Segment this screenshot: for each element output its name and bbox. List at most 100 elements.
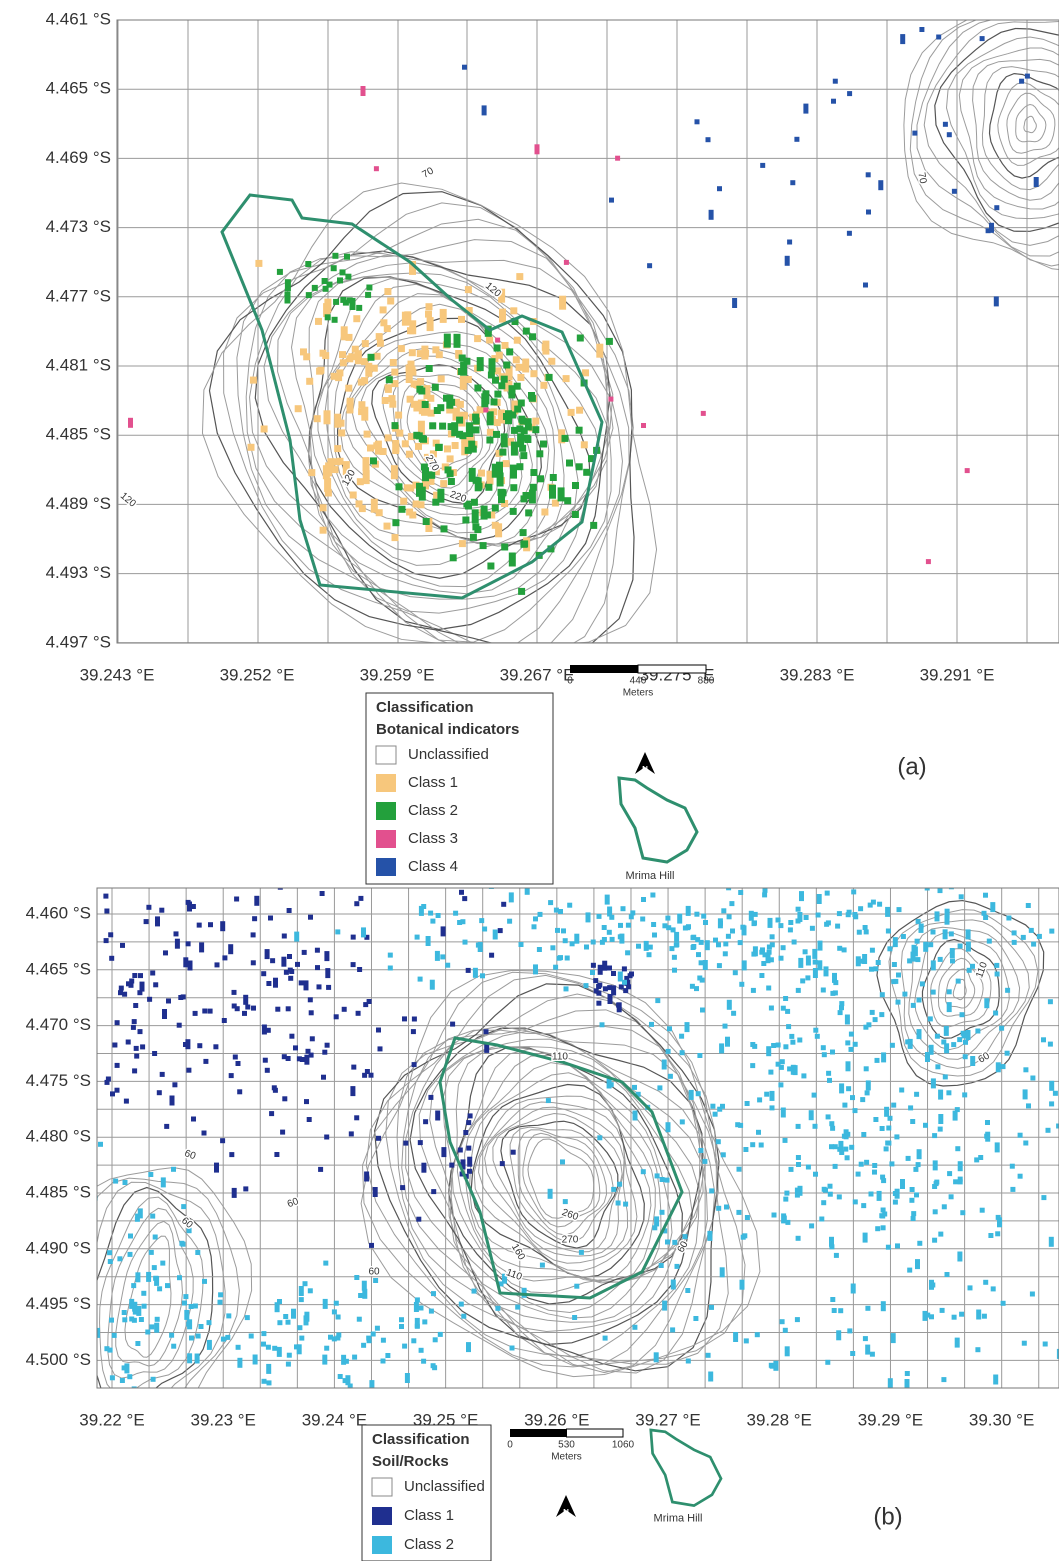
classified-pixel xyxy=(449,1163,454,1168)
classified-pixel xyxy=(662,923,667,928)
classified-pixel xyxy=(983,1280,988,1285)
classified-pixel xyxy=(877,902,882,907)
classified-pixel xyxy=(813,795,818,805)
classified-pixel xyxy=(338,1374,343,1379)
contour-label: 120 xyxy=(118,491,138,510)
classified-pixel xyxy=(370,457,377,464)
classified-pixel xyxy=(804,915,809,920)
classified-pixel xyxy=(375,1326,380,1331)
classified-pixel xyxy=(419,435,426,442)
classified-pixel xyxy=(812,949,817,959)
classified-pixel xyxy=(415,935,420,940)
classified-pixel xyxy=(1048,999,1053,1004)
y-tick-label: 4.485 °S xyxy=(46,425,111,444)
classified-pixel xyxy=(576,427,583,434)
classified-pixel xyxy=(1001,1301,1006,1306)
classified-pixel xyxy=(403,1141,408,1146)
x-tick-label: 39.252 °E xyxy=(220,665,295,684)
classified-pixel xyxy=(472,523,479,530)
classified-pixel xyxy=(459,432,466,439)
classified-pixel xyxy=(759,973,764,978)
classified-pixel xyxy=(960,1210,965,1215)
classified-pixel xyxy=(277,1320,282,1325)
classified-pixel xyxy=(354,1275,359,1280)
classified-pixel xyxy=(462,65,467,70)
classified-pixel xyxy=(758,876,763,886)
classified-pixel xyxy=(199,1324,204,1329)
classified-pixel xyxy=(685,1022,690,1032)
classified-pixel xyxy=(699,940,704,945)
classified-pixel xyxy=(768,918,773,928)
classified-pixel xyxy=(660,1177,665,1182)
classified-pixel xyxy=(785,1346,790,1356)
classified-pixel xyxy=(202,1279,207,1284)
classified-pixel xyxy=(835,924,840,929)
classified-pixel xyxy=(182,1301,187,1306)
classified-pixel xyxy=(987,939,992,944)
classified-pixel xyxy=(514,383,521,390)
classified-pixel xyxy=(115,1020,120,1025)
classified-pixel xyxy=(297,1389,302,1394)
classified-pixel xyxy=(821,1045,826,1050)
classified-pixel xyxy=(359,505,366,512)
classified-pixel xyxy=(885,907,890,917)
scale-bar-black xyxy=(510,1429,567,1437)
classified-pixel xyxy=(214,1163,219,1173)
classified-pixel xyxy=(996,1215,1001,1220)
classified-pixel xyxy=(494,345,501,352)
classified-pixel xyxy=(431,1189,436,1194)
classified-pixel xyxy=(884,1107,889,1117)
classified-pixel xyxy=(376,333,383,340)
contour-label: 60 xyxy=(676,1239,691,1255)
classified-pixel xyxy=(881,1301,886,1311)
classified-pixel xyxy=(674,932,679,942)
classified-pixel xyxy=(344,254,350,260)
classified-pixel xyxy=(486,337,493,344)
classified-pixel xyxy=(756,1130,761,1135)
classified-pixel xyxy=(391,369,398,376)
legend-label: Unclassified xyxy=(408,746,489,763)
classified-pixel xyxy=(9,941,14,946)
classified-pixel xyxy=(392,422,399,429)
classified-pixel xyxy=(586,912,591,922)
classified-pixel xyxy=(850,1095,855,1100)
classified-pixel xyxy=(708,1372,713,1382)
classified-pixel xyxy=(957,1037,962,1042)
classified-pixel xyxy=(406,451,413,458)
classified-pixel xyxy=(459,1302,464,1307)
classified-pixel xyxy=(445,466,452,473)
classified-pixel xyxy=(602,961,607,971)
classified-pixel xyxy=(829,1144,834,1149)
classified-pixel xyxy=(878,180,883,190)
classified-pixel xyxy=(113,1179,118,1184)
classified-pixel xyxy=(858,906,863,911)
classified-pixel xyxy=(286,1320,291,1325)
classified-pixel xyxy=(428,410,435,417)
classified-pixel xyxy=(470,534,477,541)
classified-pixel xyxy=(890,1043,895,1048)
classified-pixel xyxy=(798,958,803,968)
classified-pixel xyxy=(411,1338,416,1343)
classified-pixel xyxy=(369,1380,374,1390)
classified-pixel xyxy=(530,370,537,377)
classified-pixel xyxy=(473,426,480,433)
classified-pixel xyxy=(611,1187,616,1192)
classified-pixel xyxy=(2,1353,7,1358)
classified-pixel xyxy=(181,1204,186,1209)
classified-pixel xyxy=(962,1092,967,1097)
classified-pixel xyxy=(0,1288,4,1293)
classified-pixel xyxy=(109,956,114,961)
classified-pixel xyxy=(308,915,313,920)
classified-pixel xyxy=(183,1294,188,1299)
classified-pixel xyxy=(109,1318,114,1323)
classified-pixel xyxy=(672,1240,677,1245)
classified-pixel xyxy=(277,1347,282,1357)
classified-pixel xyxy=(980,36,985,41)
classified-pixel xyxy=(337,277,343,283)
classified-pixel xyxy=(1005,1051,1010,1056)
classified-pixel xyxy=(321,1075,326,1080)
classified-pixel xyxy=(966,942,971,952)
classified-pixel xyxy=(546,1098,551,1103)
classified-pixel xyxy=(229,1152,234,1157)
classified-pixel xyxy=(888,1378,893,1388)
